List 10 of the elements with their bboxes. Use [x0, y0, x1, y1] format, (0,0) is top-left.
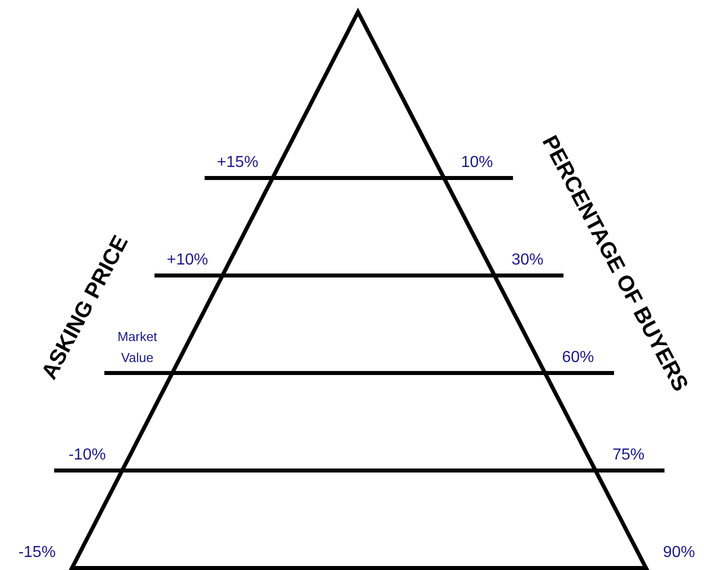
data-label: 30% — [511, 252, 544, 268]
data-label: 90% — [662, 544, 696, 561]
category-label: +10% — [166, 252, 208, 268]
category-label: +15% — [216, 154, 258, 171]
data-label: 10% — [460, 154, 493, 171]
data-label: 60% — [562, 349, 594, 366]
category-label: -10% — [68, 446, 106, 464]
data-label: 75% — [612, 446, 645, 464]
category-label: -15% — [18, 544, 56, 561]
category-label: Market Value — [117, 329, 158, 365]
